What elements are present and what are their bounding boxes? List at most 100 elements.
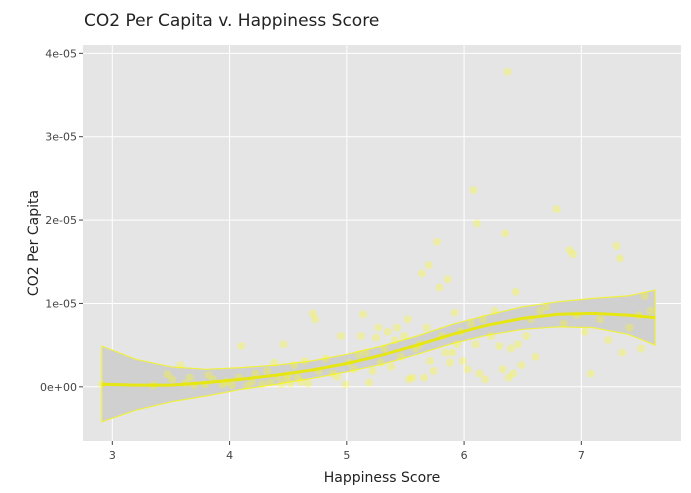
data-point [441, 348, 450, 357]
y-axis-ticks: 0e+00 1e-05 2e-05 3e-05 4e-05 [40, 47, 83, 394]
data-point [475, 369, 484, 378]
data-point [471, 340, 480, 349]
data-point [435, 283, 444, 292]
data-point [503, 67, 512, 76]
data-point [596, 315, 605, 324]
data-point [376, 358, 385, 367]
x-axis-ticks: 3 4 5 6 7 [109, 441, 585, 462]
data-point [359, 310, 368, 319]
x-axis-title: Happiness Score [324, 470, 441, 486]
data-point [501, 229, 510, 238]
data-point [490, 306, 499, 315]
data-point [263, 367, 272, 375]
data-point [580, 327, 589, 336]
data-point [604, 336, 613, 345]
data-point [469, 186, 478, 195]
data-point [297, 377, 306, 386]
data-point [365, 378, 374, 387]
data-point [176, 361, 185, 370]
data-point [565, 246, 574, 255]
data-point [618, 348, 627, 357]
smooth-line [101, 311, 656, 387]
data-point [290, 361, 299, 370]
data-point [328, 369, 337, 378]
data-point [277, 380, 286, 389]
y-tick-label: 1e-05 [45, 297, 77, 310]
data-point [372, 333, 381, 342]
data-point [443, 275, 452, 284]
x-tick-label: 6 [461, 449, 468, 462]
data-point [637, 344, 646, 353]
data-point [311, 315, 320, 324]
data-point [498, 365, 507, 374]
data-point [286, 379, 295, 388]
data-point [341, 380, 350, 389]
data-point [640, 291, 649, 300]
data-point [429, 367, 438, 375]
data-point [536, 306, 545, 315]
data-point [247, 377, 256, 386]
data-point [368, 367, 377, 375]
data-point [612, 241, 621, 250]
data-point [625, 323, 634, 332]
data-point [559, 319, 568, 328]
data-point [433, 237, 442, 246]
data-point [243, 382, 252, 390]
data-point [227, 381, 236, 390]
data-point [281, 375, 290, 384]
y-axis-title: CO2 Per Capita [26, 190, 42, 296]
data-point [393, 323, 402, 332]
data-point [542, 302, 551, 311]
data-point [448, 348, 457, 357]
data-point [300, 357, 309, 365]
y-tick-label: 3e-05 [45, 131, 77, 144]
data-point [446, 358, 454, 367]
data-point [467, 319, 476, 328]
data-point [552, 205, 561, 214]
x-tick-label: 3 [109, 449, 116, 462]
data-point [204, 371, 213, 380]
y-tick-label: 2e-05 [45, 214, 77, 227]
data-point [356, 332, 365, 340]
data-point [374, 323, 383, 332]
data-point [531, 352, 540, 361]
data-point [349, 365, 358, 374]
data-point [417, 269, 426, 278]
data-point [321, 354, 330, 363]
data-point [251, 369, 260, 378]
data-point [646, 306, 655, 315]
data-point [522, 332, 531, 340]
data-point [408, 373, 417, 382]
data-point [422, 323, 431, 332]
chart-title: CO2 Per Capita v. Happiness Score [84, 11, 379, 31]
data-point [396, 352, 405, 361]
data-point [569, 250, 578, 259]
data-point [424, 261, 433, 270]
data-point [383, 327, 392, 336]
data-point [270, 358, 279, 367]
data-point [405, 375, 413, 384]
data-point [387, 362, 396, 371]
data-point [237, 342, 246, 350]
data-point [511, 287, 520, 296]
data-point [293, 373, 302, 382]
data-point [509, 369, 518, 378]
data-point [420, 373, 429, 382]
data-point [473, 219, 481, 228]
data-point [337, 332, 345, 340]
smooth-line-group [101, 311, 656, 387]
data-point [458, 357, 467, 365]
data-point [481, 375, 490, 384]
x-tick-label: 4 [226, 449, 233, 462]
x-tick-label: 5 [343, 449, 350, 462]
data-point [478, 315, 487, 324]
data-point [168, 375, 177, 384]
data-point [463, 365, 472, 374]
data-point [400, 332, 409, 340]
data-point [361, 348, 370, 357]
data-point [426, 357, 435, 365]
data-point [390, 336, 399, 345]
data-point [495, 342, 504, 350]
data-point [616, 254, 624, 263]
